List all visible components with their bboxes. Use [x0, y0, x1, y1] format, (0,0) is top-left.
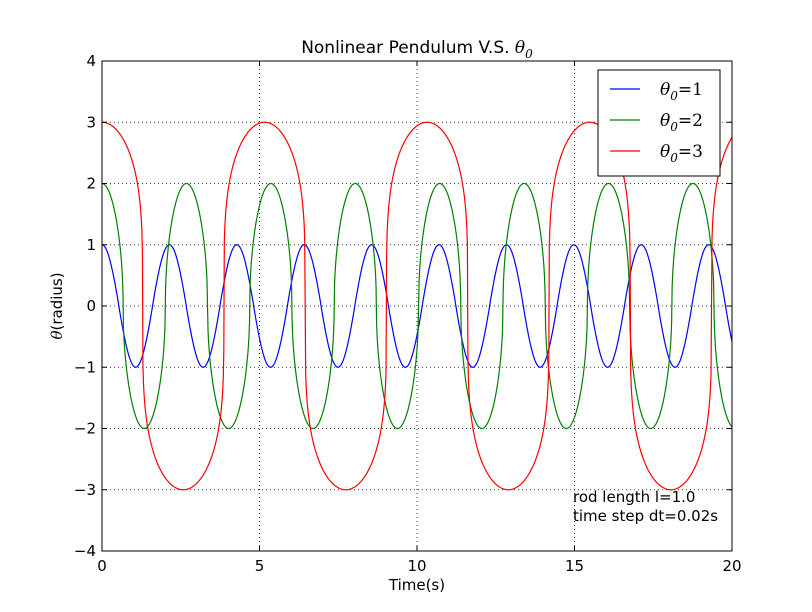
annotation-time-step: time step dt=0.02s [573, 507, 718, 525]
y-tick-label-3: −1 [74, 358, 96, 376]
legend-box [597, 69, 721, 177]
x-tick-labels: 0 5 10 15 20 [97, 557, 741, 575]
legend-items: θ0=1 θ0=2 θ0=3 [610, 80, 703, 165]
chart-title: Nonlinear Pendulum V.S. θ0 [301, 38, 533, 61]
y-tick-label-5: 1 [86, 236, 96, 254]
series-line-0 [101, 244, 733, 368]
axis-ticks [101, 60, 733, 552]
series-line-1 [101, 182, 733, 430]
x-tick-label-1: 5 [255, 557, 265, 575]
x-axis-label: Time(s) [388, 576, 445, 594]
legend-label-0: θ0=1 [660, 80, 703, 103]
y-tick-label-1: −3 [74, 481, 96, 499]
x-tick-label-0: 0 [97, 557, 107, 575]
y-tick-label-8: 4 [86, 52, 96, 70]
y-tick-label-0: −4 [74, 542, 96, 560]
series-lines [101, 121, 733, 491]
y-tick-label-2: −2 [74, 420, 96, 438]
legend-label-2: θ0=3 [660, 142, 703, 165]
y-tick-label-7: 3 [86, 113, 96, 131]
x-tick-label-3: 15 [565, 557, 584, 575]
series-line-2 [101, 121, 733, 491]
legend: θ0=1 θ0=2 θ0=3 [597, 69, 721, 177]
y-tick-labels: −4 −3 −2 −1 0 1 2 3 4 [74, 52, 96, 560]
x-tick-label-2: 10 [407, 557, 426, 575]
legend-label-1: θ0=2 [660, 111, 703, 134]
annotation-rod-length: rod length l=1.0 [573, 488, 695, 506]
y-axis-label: θ(radius) [48, 272, 66, 339]
y-tick-label-4: 0 [86, 297, 96, 315]
x-tick-label-4: 20 [722, 557, 741, 575]
y-tick-label-6: 2 [86, 175, 96, 193]
